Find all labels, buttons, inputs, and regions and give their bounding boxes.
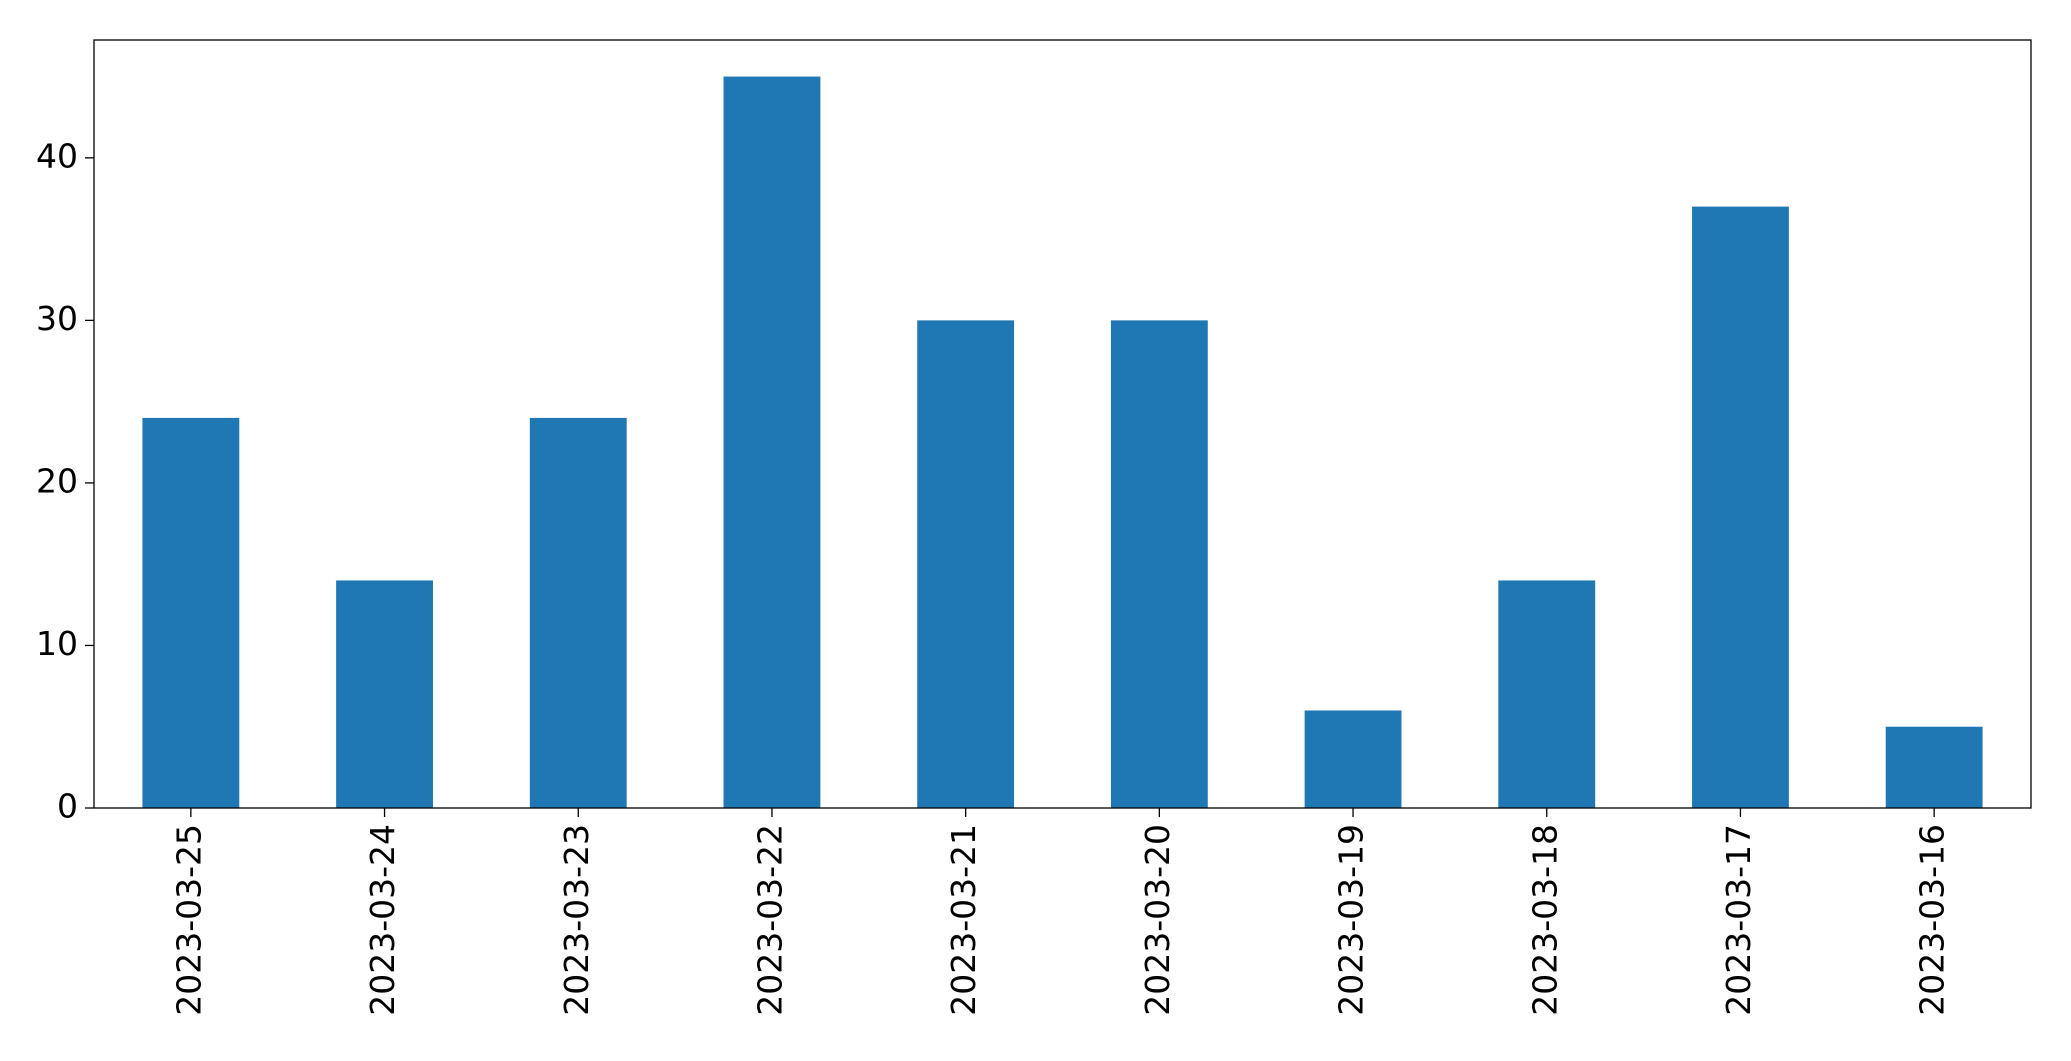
x-tick-label: 2023-03-21 xyxy=(944,824,983,1016)
y-tick-label: 40 xyxy=(36,136,78,175)
x-tick-label: 2023-03-24 xyxy=(363,824,402,1016)
bar xyxy=(142,417,240,808)
bar xyxy=(1304,710,1402,808)
bar xyxy=(1692,206,1789,809)
x-tick-label: 2023-03-16 xyxy=(1913,824,1952,1016)
bar xyxy=(917,320,1015,808)
plot-frame xyxy=(93,39,2032,809)
y-tick-label: 0 xyxy=(57,787,78,826)
bar xyxy=(336,580,433,808)
bar xyxy=(529,417,627,808)
x-tick-label: 2023-03-20 xyxy=(1138,824,1177,1016)
x-tick-label: 2023-03-25 xyxy=(169,824,208,1016)
x-tick-label: 2023-03-23 xyxy=(557,824,596,1016)
x-tick-label: 2023-03-18 xyxy=(1525,824,1564,1016)
x-tick-label: 2023-03-19 xyxy=(1332,824,1371,1016)
y-tick-label: 20 xyxy=(36,461,78,500)
bar xyxy=(1110,320,1208,808)
y-tick-label: 10 xyxy=(36,624,78,663)
x-tick-label: 2023-03-17 xyxy=(1719,824,1758,1016)
x-tick-label: 2023-03-22 xyxy=(750,824,789,1016)
bar xyxy=(1885,726,1983,808)
bar xyxy=(1498,580,1596,808)
bar xyxy=(723,76,821,809)
y-tick-label: 30 xyxy=(36,299,78,338)
